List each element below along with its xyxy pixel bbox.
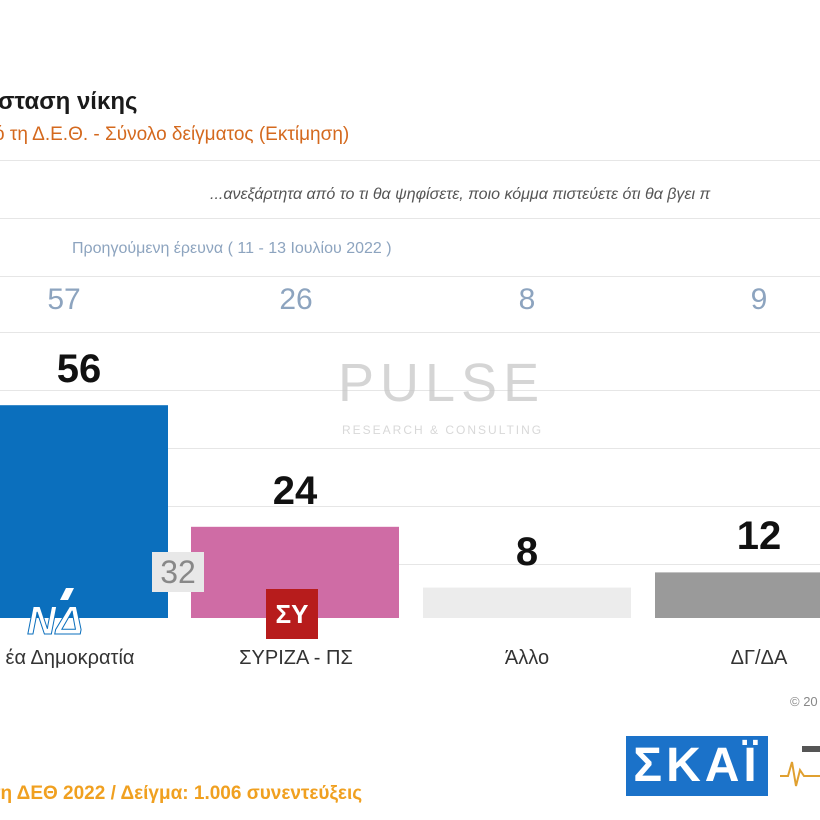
grid-line [0, 390, 820, 391]
chart-subtitle: ό τη Δ.Ε.Θ. - Σύνολο δείγματος (Εκτίμηση… [0, 124, 350, 145]
skai-logo-icon: ΣΚΑΪ [626, 736, 768, 796]
watermark-subtitle: RESEARCH & CONSULTING [342, 423, 544, 437]
grid-line [0, 332, 820, 333]
bar-nd [0, 405, 168, 618]
category-label-nd: έα Δημοκρατία [5, 647, 135, 669]
previous-value-syriza: 26 [279, 283, 313, 316]
syriza-logo-icon: ΣΥ [266, 589, 318, 639]
previous-value-dg-da: 9 [750, 283, 768, 316]
chart-title: σταση νίκης [0, 88, 138, 115]
grid-line [0, 506, 820, 507]
nd-secondary-value: 32 [152, 552, 204, 592]
survey-question: ...ανεξάρτητα από το τι θα ψηφίσετε, ποι… [210, 186, 711, 203]
previous-value-other: 8 [518, 283, 536, 316]
bar-other [423, 587, 631, 618]
footer-sample-info: τη ΔΕΘ 2022 / Δείγμα: 1.006 συνεντεύξεις [0, 783, 363, 804]
bar-dg-da [655, 572, 820, 618]
pulse-logo-icon [780, 746, 820, 787]
nd-logo-icon: ΝΔ [27, 588, 83, 640]
category-label-syriza: ΣΥΡΙΖΑ - ΠΣ [239, 647, 353, 669]
grid-line [0, 160, 820, 161]
previous-value-nd: 57 [47, 283, 81, 316]
grid-line [0, 564, 820, 565]
grid-line [0, 276, 820, 277]
grid-line [0, 448, 820, 449]
bar-value-other: 8 [515, 529, 539, 574]
bar-value-nd: 56 [56, 347, 102, 392]
grid-line [0, 218, 820, 219]
previous-survey-label: Προηγούμενη έρευνα ( 11 - 13 Ιουλίου 202… [72, 240, 392, 257]
watermark-brand: PULSE [338, 353, 546, 413]
bar-value-dg-da: 12 [736, 514, 782, 559]
category-label-other: Άλλο [504, 647, 550, 669]
copyright-text: © 20 [790, 694, 818, 709]
category-label-dg-da: ΔΓ/ΔΑ [730, 647, 788, 669]
bar-value-syriza: 24 [272, 468, 318, 513]
svg-text:ΝΔ: ΝΔ [27, 599, 83, 640]
